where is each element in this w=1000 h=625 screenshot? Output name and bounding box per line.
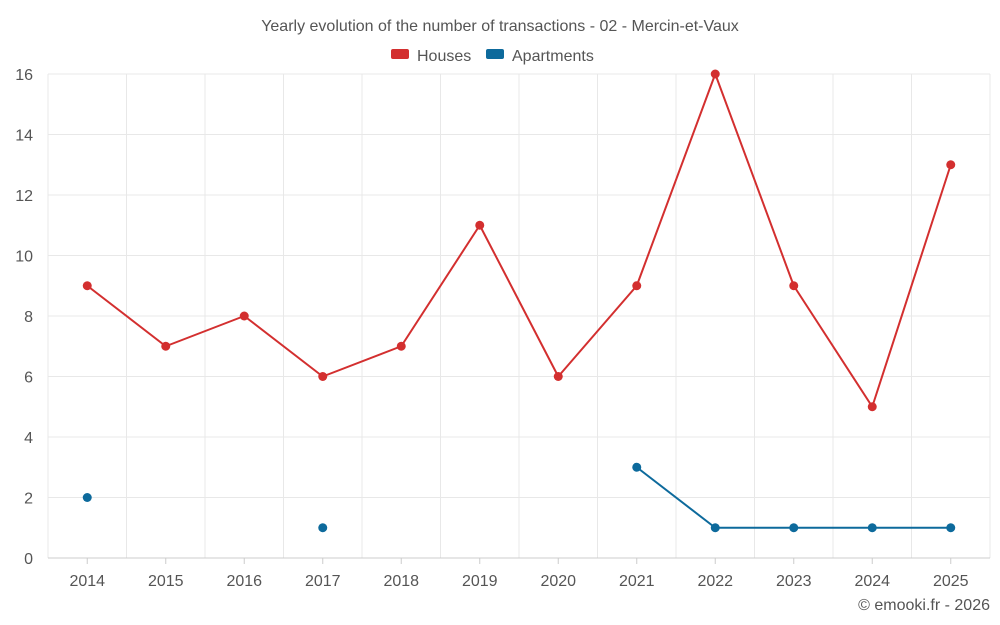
x-tick-label-2019: 2019 xyxy=(462,573,498,590)
point-houses-2018[interactable] xyxy=(396,341,406,351)
y-tick-label-6: 6 xyxy=(24,370,33,387)
point-apartments-2022[interactable] xyxy=(710,523,720,533)
y-tick-label-14: 14 xyxy=(15,128,33,145)
series-houses xyxy=(82,69,956,412)
point-houses-2020[interactable] xyxy=(553,372,563,381)
point-apartments-2024[interactable] xyxy=(867,523,877,533)
point-apartments-2021[interactable] xyxy=(632,462,642,472)
credit-text: © emooki.fr - 2026 xyxy=(858,597,990,614)
point-houses-2019[interactable] xyxy=(475,220,485,230)
y-tick-label-8: 8 xyxy=(24,309,33,326)
x-tick-label-2023: 2023 xyxy=(776,573,812,590)
x-tick-label-2025: 2025 xyxy=(933,573,969,590)
x-tick-label-2014: 2014 xyxy=(69,573,105,590)
point-apartments-2023[interactable] xyxy=(789,523,799,533)
x-tick-label-2016: 2016 xyxy=(226,573,262,590)
x-tick-label-2020: 2020 xyxy=(540,573,576,590)
point-houses-2023[interactable] xyxy=(789,281,799,291)
chart-title: Yearly evolution of the number of transa… xyxy=(261,18,739,35)
legend: Houses Apartments xyxy=(391,48,594,65)
x-tick-label-2022: 2022 xyxy=(697,573,733,590)
x-tick-label-2015: 2015 xyxy=(148,573,184,590)
point-apartments-2025[interactable] xyxy=(946,523,956,533)
series-layer xyxy=(82,69,956,533)
y-tick-label-2: 2 xyxy=(24,491,33,508)
point-houses-2015[interactable] xyxy=(161,341,171,351)
y-tick-label-0: 0 xyxy=(24,551,33,568)
point-houses-2017[interactable] xyxy=(318,372,328,381)
point-houses-2021[interactable] xyxy=(632,281,642,291)
legend-swatch-houses[interactable] xyxy=(391,49,409,59)
x-tick-label-2024: 2024 xyxy=(854,573,890,590)
point-houses-2024[interactable] xyxy=(867,402,877,412)
x-axis: 2014 2015 2016 2017 2018 2019 2020 2021 2022 2023… xyxy=(48,557,990,590)
legend-label-houses[interactable]: Houses xyxy=(417,48,471,65)
y-axis: 0 2 4 6 8 10 12 14 16 xyxy=(15,67,33,568)
grid xyxy=(47,73,991,559)
y-tick-label-4: 4 xyxy=(24,430,33,447)
legend-label-apartments[interactable]: Apartments xyxy=(512,48,594,65)
series-apartments xyxy=(82,462,956,533)
x-tick-label-2018: 2018 xyxy=(383,573,419,590)
legend-swatch-apartments[interactable] xyxy=(486,49,504,59)
series-line-houses-0 xyxy=(86,73,952,408)
x-tick-label-2017: 2017 xyxy=(305,573,341,590)
point-houses-2016[interactable] xyxy=(239,311,249,321)
point-houses-2022[interactable] xyxy=(710,69,720,79)
point-apartments-2014[interactable] xyxy=(82,493,92,502)
point-houses-2014[interactable] xyxy=(82,281,92,291)
y-tick-label-12: 12 xyxy=(15,188,33,205)
y-tick-label-16: 16 xyxy=(15,67,33,84)
point-houses-2025[interactable] xyxy=(946,160,956,170)
point-apartments-2017[interactable] xyxy=(318,523,328,533)
x-tick-label-2021: 2021 xyxy=(619,573,655,590)
y-tick-label-10: 10 xyxy=(15,249,33,266)
